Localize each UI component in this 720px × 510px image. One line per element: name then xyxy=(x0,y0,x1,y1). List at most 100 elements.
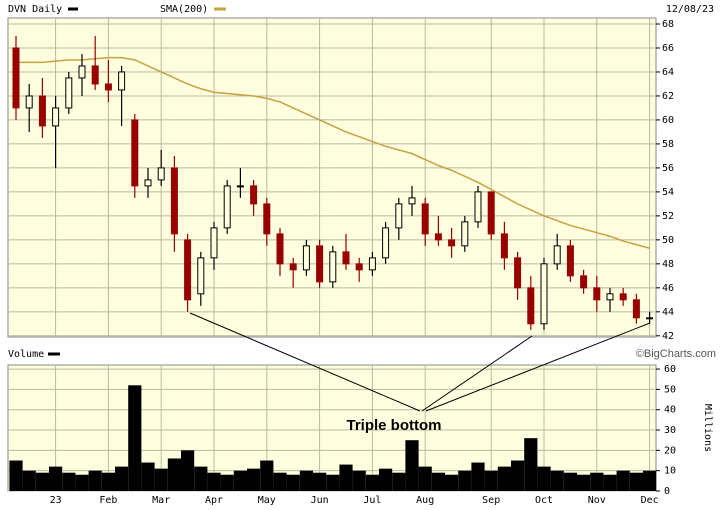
x-tick-label: Nov xyxy=(588,495,606,506)
x-tick-label: 23 xyxy=(50,495,62,506)
volume-bar xyxy=(141,462,155,491)
volume-bar xyxy=(62,472,76,491)
candle-body xyxy=(382,227,390,259)
volume-bar xyxy=(154,468,168,491)
volume-bar xyxy=(484,470,498,491)
candle-body xyxy=(540,263,548,325)
x-tick-label: Mar xyxy=(152,495,170,506)
volume-axis-label: Millions xyxy=(702,404,713,452)
candle-body xyxy=(302,245,310,271)
volume-bar xyxy=(616,470,630,491)
x-tick-label: Sep xyxy=(482,495,500,506)
candle-body xyxy=(514,257,522,289)
candle-body xyxy=(263,203,271,235)
volume-bar xyxy=(629,472,643,491)
candle-body xyxy=(316,245,324,283)
y-tick-label: 0 xyxy=(664,486,670,497)
y-tick-label: 52 xyxy=(662,211,674,222)
y-tick-label: 60 xyxy=(662,115,674,126)
volume-bar xyxy=(220,474,234,491)
volume-bar xyxy=(326,474,340,491)
volume-bar xyxy=(471,462,485,491)
volume-title: Volume xyxy=(8,349,44,360)
volume-bar xyxy=(497,466,511,491)
candle-body xyxy=(250,185,258,205)
volume-bar xyxy=(603,474,617,491)
y-tick-label: 10 xyxy=(664,466,676,477)
volume-bar xyxy=(194,466,208,491)
y-tick-label: 68 xyxy=(662,19,674,30)
y-tick-label: 50 xyxy=(662,235,674,246)
annotation-line xyxy=(189,312,421,412)
candle-body xyxy=(553,245,561,265)
candle-body xyxy=(131,119,139,187)
candle-body xyxy=(25,95,33,109)
x-tick-label: Jul xyxy=(363,495,381,506)
volume-bar xyxy=(577,474,591,491)
candle-body xyxy=(38,95,46,127)
volume-bar xyxy=(49,466,63,491)
volume-bar xyxy=(233,470,247,491)
annotation-text: Triple bottom xyxy=(347,417,442,434)
volume-bar xyxy=(115,466,129,491)
sma-legend-label: SMA(200) xyxy=(160,4,208,15)
candle-body xyxy=(355,263,363,271)
volume-bar xyxy=(511,460,525,491)
volume-bar xyxy=(392,472,406,491)
x-tick-label: May xyxy=(258,495,276,506)
candle-body xyxy=(197,257,205,295)
candle-body xyxy=(434,233,442,241)
volume-bar xyxy=(339,464,353,491)
candle-body xyxy=(421,203,429,235)
volume-bar xyxy=(405,440,419,491)
volume-bar xyxy=(35,472,49,491)
y-tick-label: 66 xyxy=(662,43,674,54)
volume-bar xyxy=(9,460,23,491)
volume-bar xyxy=(181,450,195,491)
volume-bar xyxy=(445,474,459,491)
date-label: 12/08/23 xyxy=(666,4,714,15)
candle-body xyxy=(395,203,403,229)
x-tick-label: Dec xyxy=(641,495,659,506)
volume-bar xyxy=(101,472,115,491)
y-tick-label: 40 xyxy=(664,405,676,416)
candle-body xyxy=(91,65,99,85)
y-tick-label: 50 xyxy=(664,384,676,395)
candle-body xyxy=(448,239,456,247)
candle-body xyxy=(474,191,482,223)
volume-bar xyxy=(365,474,379,491)
candle-body xyxy=(170,167,178,235)
y-tick-label: 46 xyxy=(662,283,674,294)
volume-bar xyxy=(524,438,538,491)
volume-bar xyxy=(590,472,604,491)
volume-bar xyxy=(313,472,327,491)
candle-body xyxy=(184,239,192,301)
y-tick-label: 64 xyxy=(662,67,674,78)
candle-body xyxy=(236,185,244,188)
y-tick-label: 20 xyxy=(664,445,676,456)
annotation-line xyxy=(425,322,651,412)
volume-bar xyxy=(352,470,366,491)
volume-bar xyxy=(458,470,472,491)
y-tick-label: 54 xyxy=(662,187,674,198)
volume-bar xyxy=(431,472,445,491)
volume-bar xyxy=(563,472,577,491)
candle-body xyxy=(65,77,73,109)
volume-bar xyxy=(22,470,36,491)
volume-bar xyxy=(286,474,300,491)
volume-bar xyxy=(379,468,393,491)
y-tick-label: 58 xyxy=(662,139,674,150)
volume-bar xyxy=(273,472,287,491)
volume-bar xyxy=(537,466,551,491)
volume-bar xyxy=(418,466,432,491)
y-tick-label: 42 xyxy=(662,331,674,342)
volume-bar xyxy=(247,468,261,491)
credit: ©BigCharts.com xyxy=(636,348,716,360)
candle-body xyxy=(342,251,350,265)
x-tick-label: Apr xyxy=(205,495,223,506)
candle-body xyxy=(500,233,508,259)
candle-body xyxy=(632,299,640,319)
candle-body xyxy=(223,185,231,229)
x-tick-label: Feb xyxy=(99,495,117,506)
